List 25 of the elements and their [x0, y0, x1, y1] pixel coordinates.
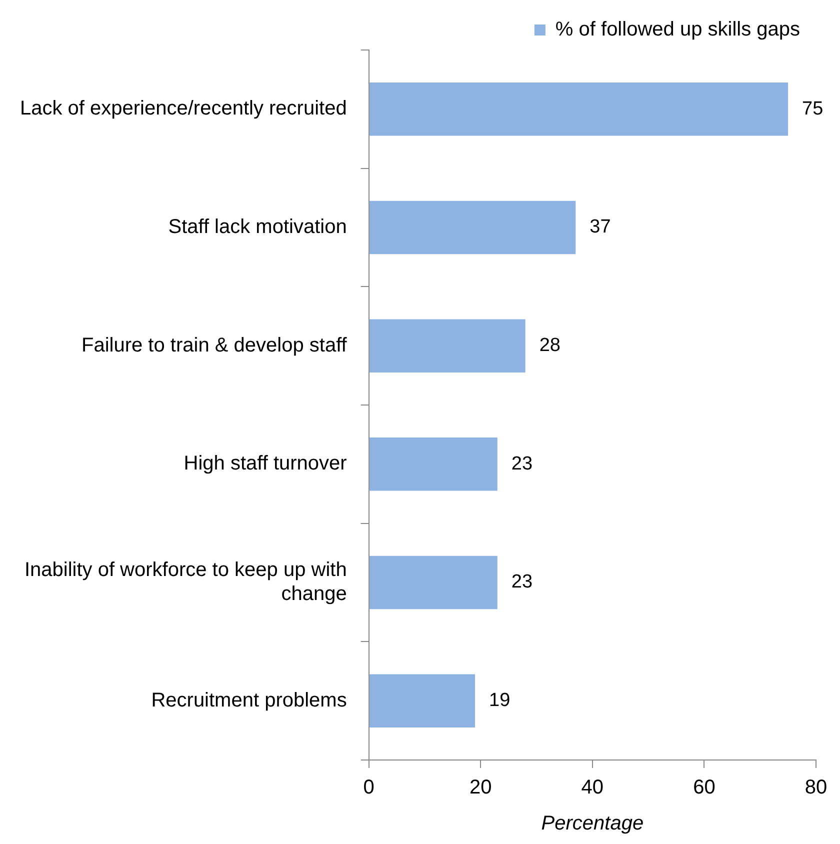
- data-label: 19: [489, 690, 510, 712]
- data-label: 37: [590, 216, 611, 238]
- data-label: 28: [539, 335, 560, 356]
- bar: [369, 438, 498, 491]
- bar: [369, 556, 498, 610]
- x-tick-label: 40: [581, 776, 604, 799]
- data-label: 75: [802, 98, 824, 120]
- x-axis-title: Percentage: [541, 812, 644, 835]
- y-tick-label: Failure to train & develop staff: [81, 334, 348, 356]
- bar: [369, 674, 476, 728]
- bar: [369, 319, 526, 372]
- x-tick-label: 60: [693, 776, 716, 799]
- bar: [369, 82, 788, 136]
- x-tick-label: 0: [363, 776, 374, 799]
- x-tick-label: 80: [804, 776, 828, 799]
- data-label: 23: [511, 572, 533, 593]
- y-tick-label: High staff turnover: [184, 452, 348, 475]
- y-tick-label: Lack of experience/recently recruited: [20, 98, 347, 120]
- data-label: 23: [511, 453, 533, 474]
- y-tick-label: Staff lack motivation: [168, 216, 347, 238]
- y-tick-label: Inability of workforce to keep up with change: [24, 559, 347, 606]
- legend-label: % of followed up skills gaps: [555, 18, 800, 41]
- bar: [369, 200, 576, 254]
- x-tick-label: 20: [470, 776, 492, 799]
- y-tick-label: Recruitment problems: [151, 689, 347, 712]
